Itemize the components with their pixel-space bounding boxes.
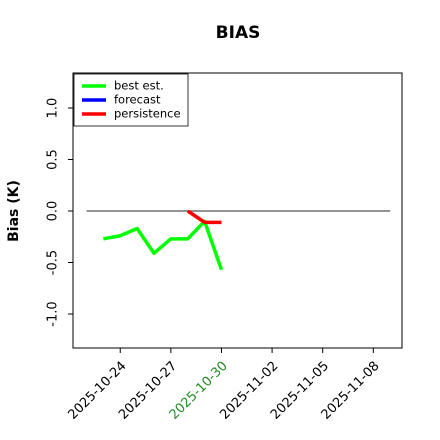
series-line [186, 209, 222, 225]
legend-label: persistence [114, 107, 181, 121]
series-line [103, 219, 224, 271]
y-tick-label: -1.0 [46, 301, 61, 326]
plot-frame [72, 72, 403, 349]
chart-title: BIAS [216, 23, 261, 43]
y-axis-label: Bias (K) [6, 180, 22, 242]
legend-label: best est. [114, 79, 164, 93]
y-tick-label: 1.0 [46, 98, 61, 119]
y-tick-label: 0.0 [46, 201, 61, 222]
legend-label: forecast [114, 93, 161, 107]
y-tick-label: 0.5 [46, 149, 61, 170]
y-tick-label: -0.5 [46, 250, 61, 275]
